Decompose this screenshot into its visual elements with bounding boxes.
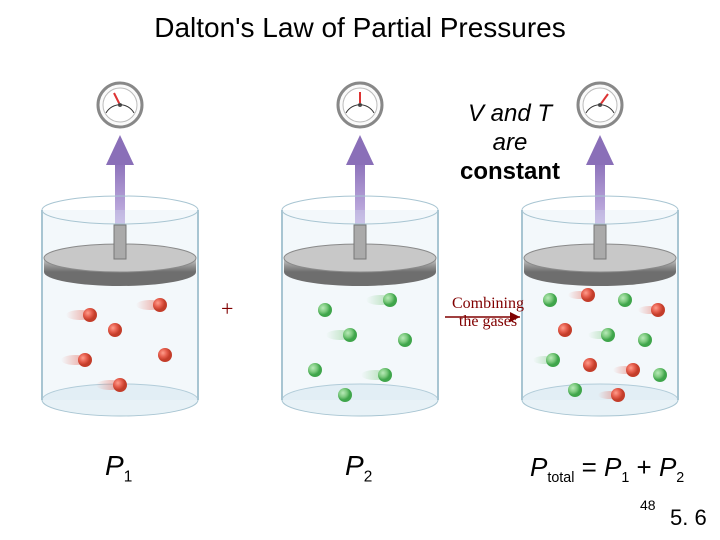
beaker-3 [522,83,678,416]
section-number: 5. 6 [670,505,707,531]
plus-symbol: + [221,296,233,322]
combining-label: Combining the gases [448,295,528,332]
gauge-2 [338,83,382,127]
page-number: 48 [640,497,656,513]
equation-ptotal: Ptotal = P1 + P2 [530,452,684,486]
combining-line1: Combining [452,295,524,312]
label-p2: P2 [345,450,372,487]
gauge-1 [98,83,142,127]
beaker-2 [282,83,438,416]
label-p1: P1 [105,450,132,487]
gauge-3 [578,83,622,127]
combining-line2: the gases [459,313,517,330]
beaker-1 [42,83,198,416]
